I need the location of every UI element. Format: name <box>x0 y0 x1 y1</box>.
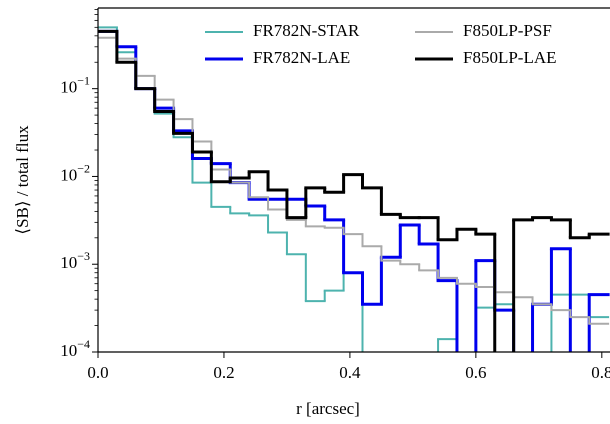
y-tick-label: 10−2 <box>60 161 90 184</box>
legend-label: F850LP-LAE <box>463 48 557 67</box>
y-tick-label: 10−3 <box>60 249 90 272</box>
legend-label: FR782N-LAE <box>253 48 350 67</box>
series <box>98 29 610 352</box>
x-axis-label: r [arcsec] <box>296 399 360 418</box>
series <box>98 29 610 352</box>
y-axis-label: ⟨SB⟩ / total flux <box>13 125 32 235</box>
x-tick-label: 0.0 <box>87 363 108 382</box>
legend-label: F850LP-PSF <box>463 21 552 40</box>
series <box>98 36 610 325</box>
y-tick-label: 10−4 <box>60 337 90 360</box>
x-tick-label: 0.8 <box>591 363 610 382</box>
legend-label: FR782N-STAR <box>253 21 360 40</box>
x-tick-label: 0.4 <box>339 363 361 382</box>
y-tick-label: 10−1 <box>60 73 90 96</box>
x-tick-label: 0.2 <box>213 363 234 382</box>
x-tick-label: 0.6 <box>465 363 486 382</box>
plot-area <box>98 26 610 352</box>
